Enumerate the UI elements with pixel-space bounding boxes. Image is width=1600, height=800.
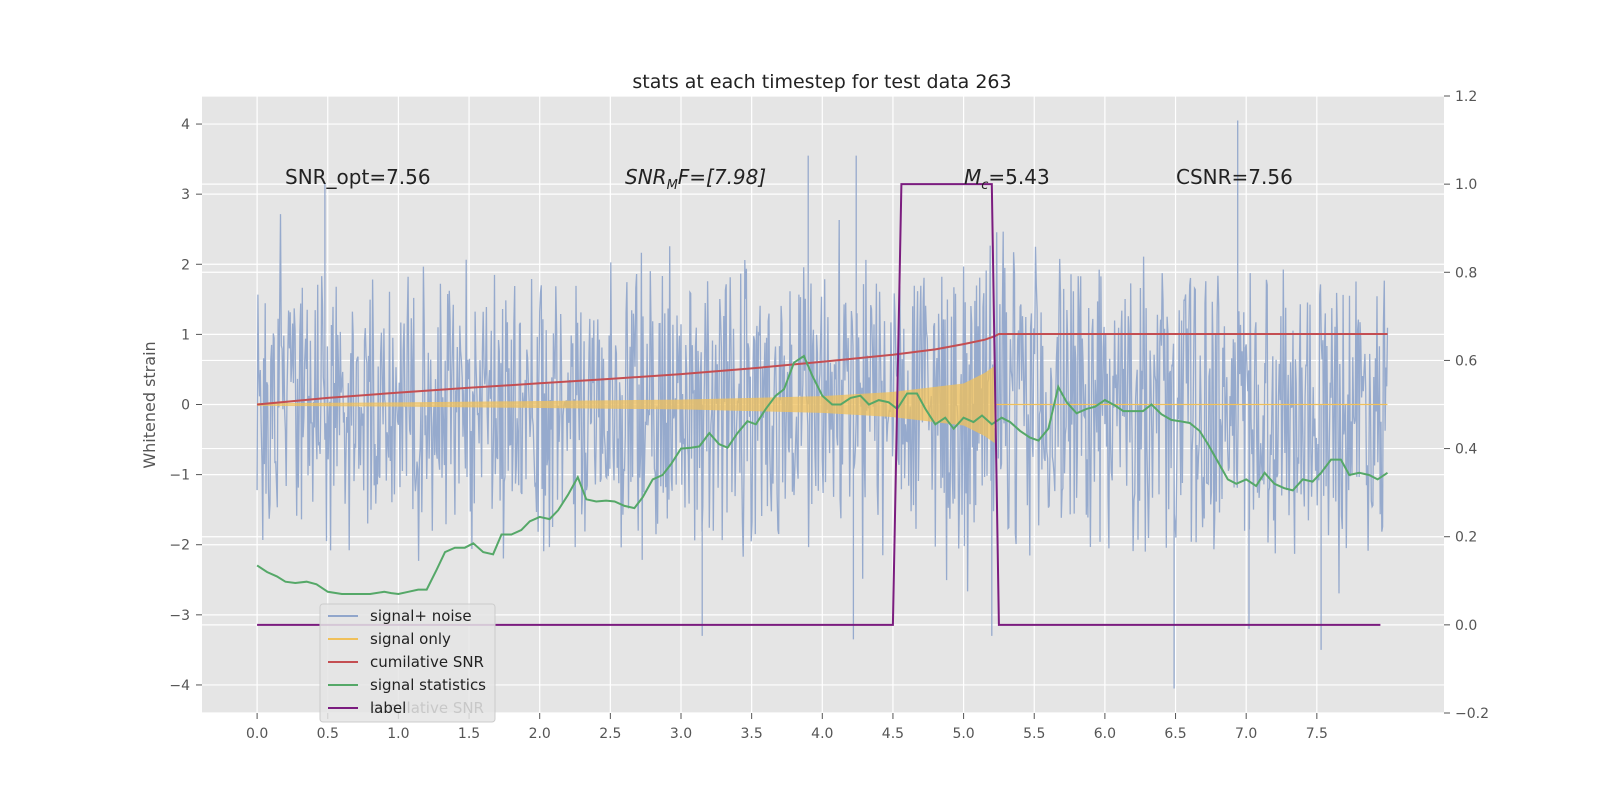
y-tick-label: −4: [169, 678, 190, 694]
y-tick-label: −2: [169, 538, 190, 554]
x-tick-label: 5.5: [1023, 726, 1045, 742]
series-signal-noise: [256, 120, 1389, 689]
y2-tick-label: −0.2: [1455, 706, 1489, 722]
x-tick-label: 2.5: [599, 726, 621, 742]
series-signal-statistics: [256, 354, 1389, 596]
y2-tick-label: 0.0: [1455, 618, 1477, 634]
legend-box: [319, 603, 496, 723]
series-label: [257, 183, 1381, 626]
x-tick-label: 4.0: [811, 726, 833, 742]
chart-title: stats at each timestep for test data 263: [632, 71, 1011, 93]
y-tick-label: −3: [169, 608, 190, 624]
legend: cumilative SNR signal+ noise signal only…: [319, 603, 496, 723]
y-tick-label: 2: [181, 257, 190, 273]
x-tick-label: 7.0: [1235, 726, 1257, 742]
legend-ghost-text: cumilative SNR: [370, 699, 484, 717]
annotation-snr-opt: SNR_opt=7.56: [285, 165, 431, 189]
y-axis-left: −4 −3 −2 −1 0 1 2 3 4: [169, 117, 202, 694]
y2-tick-label: 1.2: [1455, 89, 1477, 105]
x-tick-label: 3.5: [741, 726, 763, 742]
legend-entry-cumulative-snr: cumilative SNR: [370, 653, 484, 671]
x-tick-label: 1.0: [387, 726, 409, 742]
legend-entry-signal-noise: signal+ noise: [370, 607, 472, 625]
y-tick-label: −1: [169, 468, 190, 484]
series-cumulative-snr: [257, 333, 1388, 406]
x-tick-label: 2.0: [529, 726, 551, 742]
y-tick-label: 1: [181, 327, 190, 343]
y-tick-label: 4: [181, 117, 190, 133]
x-tick-label: 1.5: [458, 726, 480, 742]
y-tick-label: 3: [181, 187, 190, 203]
legend-entry-signal-statistics: signal statistics: [370, 676, 486, 694]
y2-tick-label: 0.4: [1455, 442, 1477, 458]
x-tick-label: 3.0: [670, 726, 692, 742]
x-tick-label: 5.0: [952, 726, 974, 742]
y2-tick-label: 0.6: [1455, 353, 1477, 369]
y2-tick-label: 1.0: [1455, 177, 1477, 193]
y2-tick-label: 0.8: [1455, 265, 1477, 281]
y-tick-label: 0: [181, 398, 190, 414]
x-tick-label: 6.5: [1164, 726, 1186, 742]
y-axis-right: −0.2 0.0 0.2 0.4 0.6 0.8 1.0 1.2: [1444, 89, 1489, 722]
annotation-mc: Mc=5.43: [964, 165, 1050, 193]
x-axis: 0.0 0.5 1.0 1.5 2.0 2.5 3.0 3.5 4.0 4.5 5.0 5.5 6.0 6…: [246, 713, 1328, 742]
annotation-snr-mf: SNRMF=[7.98]: [625, 165, 766, 193]
y2-tick-label: 0.2: [1455, 530, 1477, 546]
x-tick-label: 6.0: [1094, 726, 1116, 742]
x-tick-label: 4.5: [882, 726, 904, 742]
y-axis-label: Whitened strain: [140, 341, 159, 468]
series-layer: [256, 120, 1389, 689]
series-signal-only: [257, 365, 995, 444]
legend-entry-signal-only: signal only: [370, 630, 451, 648]
x-tick-label: 7.5: [1306, 726, 1328, 742]
annotation-csnr: CSNR=7.56: [1176, 165, 1293, 189]
x-tick-label: 0.5: [317, 726, 339, 742]
x-tick-label: 0.0: [246, 726, 268, 742]
legend-entry-label: label: [370, 699, 406, 717]
